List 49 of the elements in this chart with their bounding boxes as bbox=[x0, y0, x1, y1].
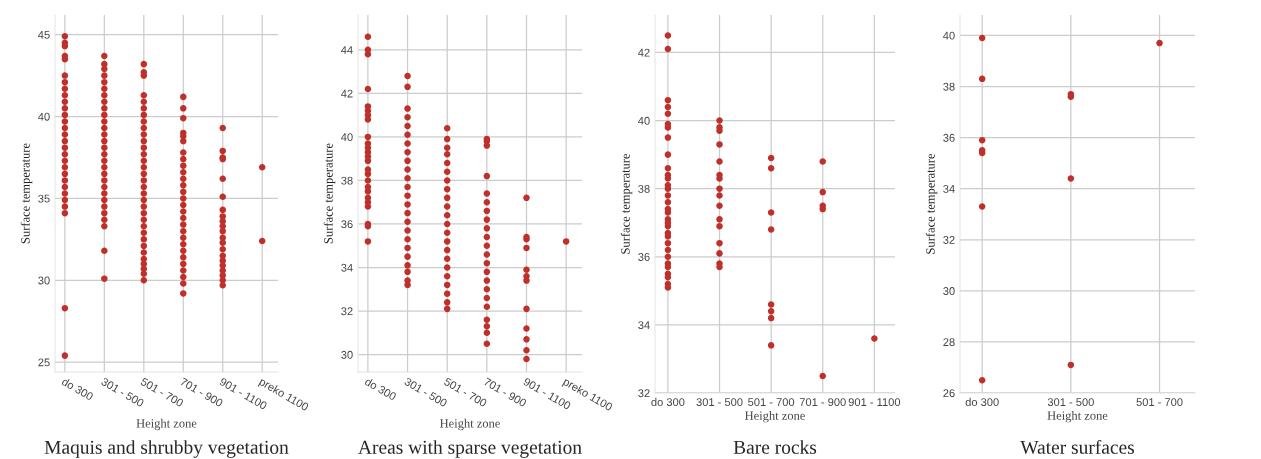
y-axis-title: Surface temperature bbox=[323, 143, 336, 244]
x-axis-title: Height zone bbox=[136, 418, 197, 431]
y-tick-label: 36 bbox=[943, 133, 955, 142]
y-tick-label: 34 bbox=[341, 263, 353, 272]
y-tick-label: 38 bbox=[943, 82, 955, 91]
x-tick-label: 501 - 700 bbox=[748, 398, 795, 407]
text: Maquis and shrubby vegetation bbox=[44, 440, 289, 458]
y-tick-label: 40 bbox=[638, 116, 650, 125]
x-tick-label: 301 - 500 bbox=[696, 398, 743, 407]
y-tick-label: 42 bbox=[341, 89, 353, 98]
y-axis-title: Surface temperature bbox=[925, 153, 938, 254]
y-tick-label: 34 bbox=[638, 321, 650, 330]
y-tick-label: 40 bbox=[38, 112, 50, 121]
x-axis-title: Height zone bbox=[744, 411, 805, 423]
y-tick-label: 38 bbox=[341, 176, 353, 185]
y-tick-label: 38 bbox=[638, 184, 650, 193]
text: Areas with sparse vegetation bbox=[358, 440, 582, 458]
y-tick-label: 34 bbox=[943, 184, 955, 193]
text: Water surfaces bbox=[1020, 439, 1135, 454]
y-tick-label: 32 bbox=[638, 389, 650, 398]
y-tick-label: 40 bbox=[943, 31, 955, 40]
y-tick-label: 42 bbox=[638, 48, 650, 57]
y-tick-label: 30 bbox=[341, 350, 353, 359]
y-tick-label: 28 bbox=[943, 338, 955, 347]
y-tick-label: 44 bbox=[341, 46, 353, 54]
text: Bare rocks bbox=[733, 440, 817, 454]
y-tick-label: 36 bbox=[341, 220, 353, 229]
x-tick-label: do 300 bbox=[364, 377, 397, 401]
x-tick-label: 301 - 500 bbox=[1047, 398, 1094, 407]
y-tick-label: 36 bbox=[638, 253, 650, 261]
y-tick-label: 32 bbox=[943, 236, 955, 244]
y-axis-title: Surface temperature bbox=[620, 153, 633, 254]
x-axis-title: Height zone bbox=[439, 418, 500, 431]
x-tick-label: 701 - 900 bbox=[799, 398, 846, 407]
y-tick-label: 45 bbox=[38, 31, 50, 39]
y-tick-label: 32 bbox=[341, 307, 353, 316]
x-tick-label: do 300 bbox=[965, 397, 999, 407]
x-tick-label: do 300 bbox=[61, 377, 94, 401]
y-tick-label: 26 bbox=[943, 389, 955, 398]
x-tick-label: 501 - 700 bbox=[1136, 398, 1183, 407]
y-tick-label: 40 bbox=[341, 133, 353, 142]
y-tick-label: 25 bbox=[38, 358, 50, 367]
y-axis-title: Surface temperature bbox=[20, 143, 33, 244]
x-tick-label: do 300 bbox=[651, 397, 685, 407]
y-tick-label: 35 bbox=[38, 194, 50, 203]
x-tick-label: 901 - 1100 bbox=[848, 398, 901, 407]
x-axis-title: Height zone bbox=[1047, 411, 1108, 423]
y-tick-label: 30 bbox=[38, 276, 50, 285]
y-tick-label: 30 bbox=[943, 287, 955, 295]
